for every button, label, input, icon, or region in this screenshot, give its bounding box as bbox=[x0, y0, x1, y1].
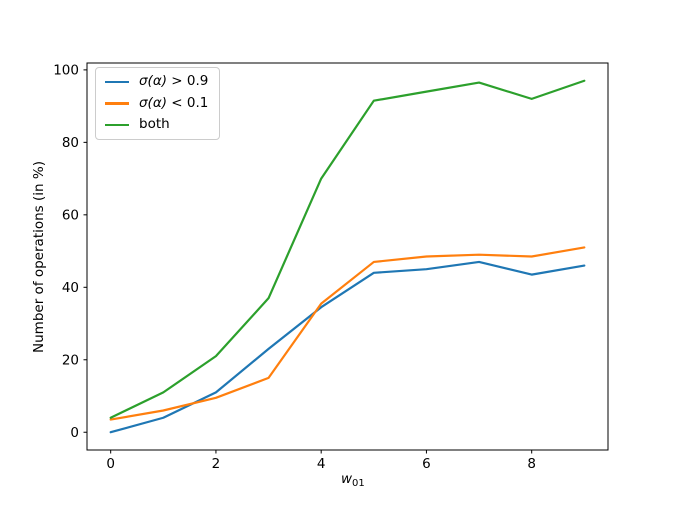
legend-item-both: both bbox=[105, 114, 208, 136]
legend-item-sigma-lt-01: σ(α) < 0.1 bbox=[105, 93, 208, 115]
legend: σ(α) > 0.9 σ(α) < 0.1 both bbox=[95, 67, 221, 140]
y-tick-label: 100 bbox=[53, 63, 79, 79]
legend-label: σ(α) < 0.1 bbox=[139, 94, 209, 111]
y-axis-label: Number of operations (in %) bbox=[31, 161, 47, 353]
y-tick-label: 40 bbox=[62, 280, 79, 296]
y-tick-label: 0 bbox=[70, 425, 79, 441]
x-tick-label: 4 bbox=[317, 456, 326, 472]
legend-label: σ(α) > 0.9 bbox=[139, 73, 209, 89]
legend-line-swatch bbox=[105, 80, 129, 83]
plot-border bbox=[86, 62, 609, 451]
legend-line-swatch bbox=[105, 123, 129, 126]
x-axis-label-base: w bbox=[341, 471, 353, 487]
line-both bbox=[109, 79, 586, 419]
legend-line-swatch bbox=[105, 102, 129, 105]
x-tick-label: 2 bbox=[212, 456, 221, 472]
x-axis-label: w01 bbox=[341, 471, 365, 489]
y-tick-label: 60 bbox=[62, 208, 79, 224]
legend-item-sigma-gt-09: σ(α) > 0.9 bbox=[105, 71, 208, 93]
y-tick-label: 80 bbox=[62, 135, 79, 151]
x-tick-label: 6 bbox=[422, 456, 431, 472]
x-tick-label: 0 bbox=[106, 456, 115, 472]
line-sigma-lt-01 bbox=[109, 246, 586, 421]
x-tick-label: 8 bbox=[527, 456, 536, 472]
legend-label: both bbox=[139, 116, 170, 132]
x-axis-label-subscript: 01 bbox=[352, 478, 365, 489]
y-tick-label: 20 bbox=[62, 353, 79, 369]
